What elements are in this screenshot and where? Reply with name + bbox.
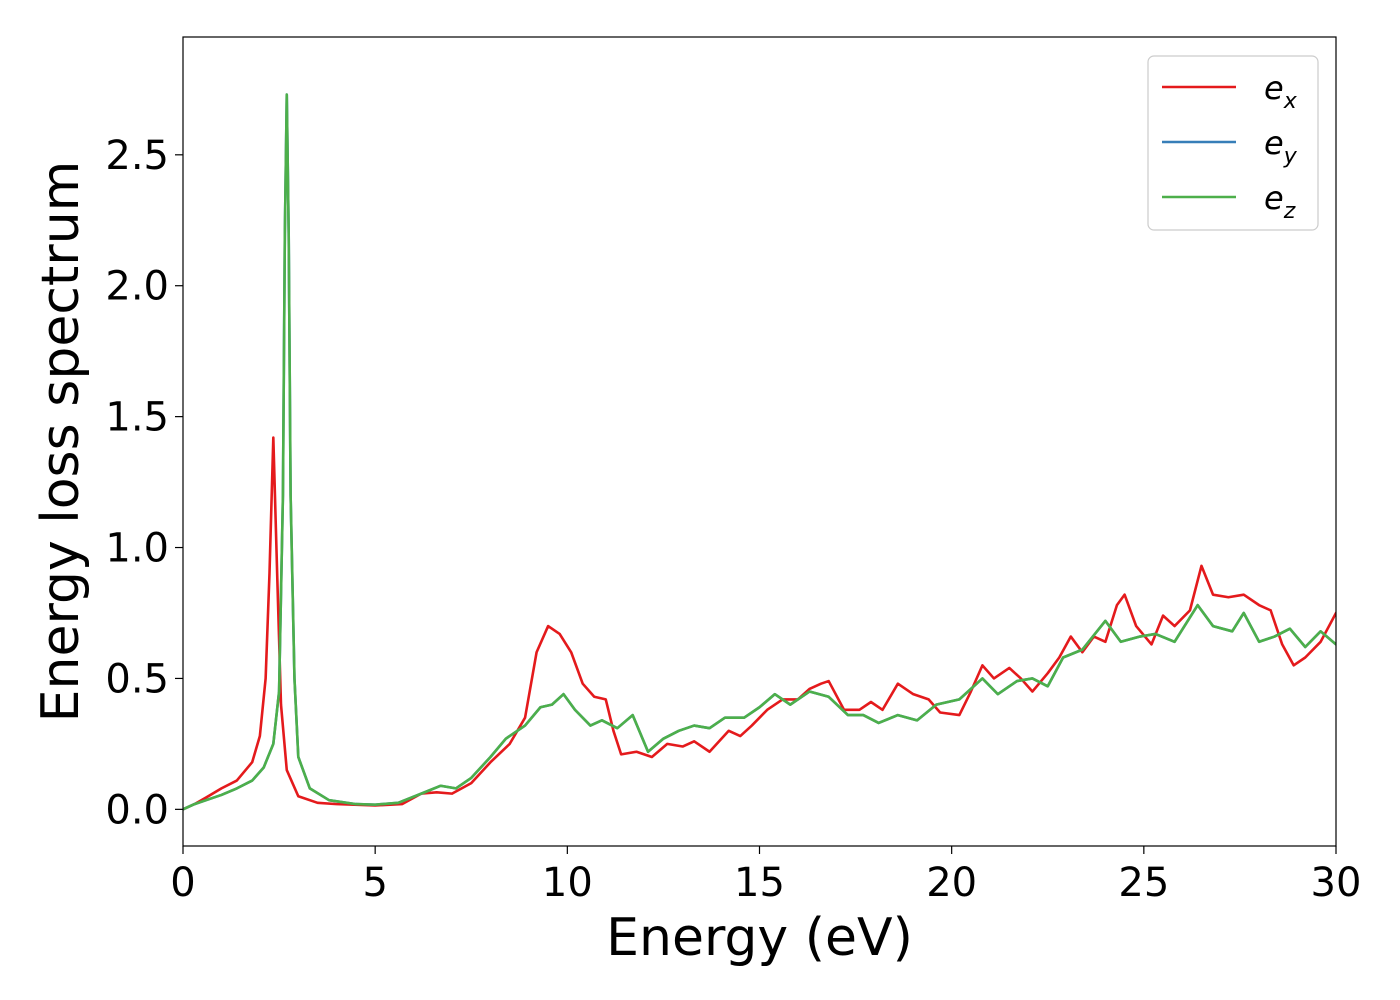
series-line-e-x — [183, 436, 1336, 811]
legend-label-subscript: x — [1283, 89, 1298, 114]
x-tick-label: 25 — [1118, 860, 1169, 906]
legend-label-z: ez — [1264, 179, 1296, 224]
x-axis-label: Energy (eV) — [606, 908, 913, 968]
series-layer — [183, 93, 1336, 811]
x-axis-ticks: 0 5 10 15 20 25 30 — [170, 846, 1361, 906]
y-axis-ticks: 0.0 0.5 1.0 1.5 2.0 2.5 — [105, 133, 183, 833]
y-tick-label: 1.0 — [105, 526, 169, 572]
x-tick-label: 0 — [170, 860, 195, 906]
y-tick-label: 0.0 — [105, 787, 169, 833]
legend-label-subscript: y — [1283, 144, 1298, 169]
y-tick-label: 2.0 — [105, 264, 169, 310]
y-tick-label: 2.5 — [105, 133, 169, 179]
x-tick-label: 20 — [926, 860, 977, 906]
legend-label-base: e — [1264, 124, 1284, 162]
series-line-e-z — [183, 93, 1336, 811]
x-tick-label: 15 — [734, 860, 785, 906]
y-tick-label: 0.5 — [105, 656, 169, 702]
x-tick-label: 30 — [1311, 860, 1362, 906]
legend-label-base: e — [1264, 179, 1284, 217]
x-tick-label: 10 — [542, 860, 593, 906]
legend-label-x: ex — [1264, 69, 1298, 114]
legend-label-y: ey — [1264, 124, 1298, 169]
legend-label-subscript: z — [1283, 199, 1296, 224]
legend-label-base: e — [1264, 69, 1284, 107]
y-tick-label: 1.5 — [105, 395, 169, 441]
y-axis-label: Energy loss spectrum — [31, 161, 91, 723]
x-tick-label: 5 — [362, 860, 387, 906]
